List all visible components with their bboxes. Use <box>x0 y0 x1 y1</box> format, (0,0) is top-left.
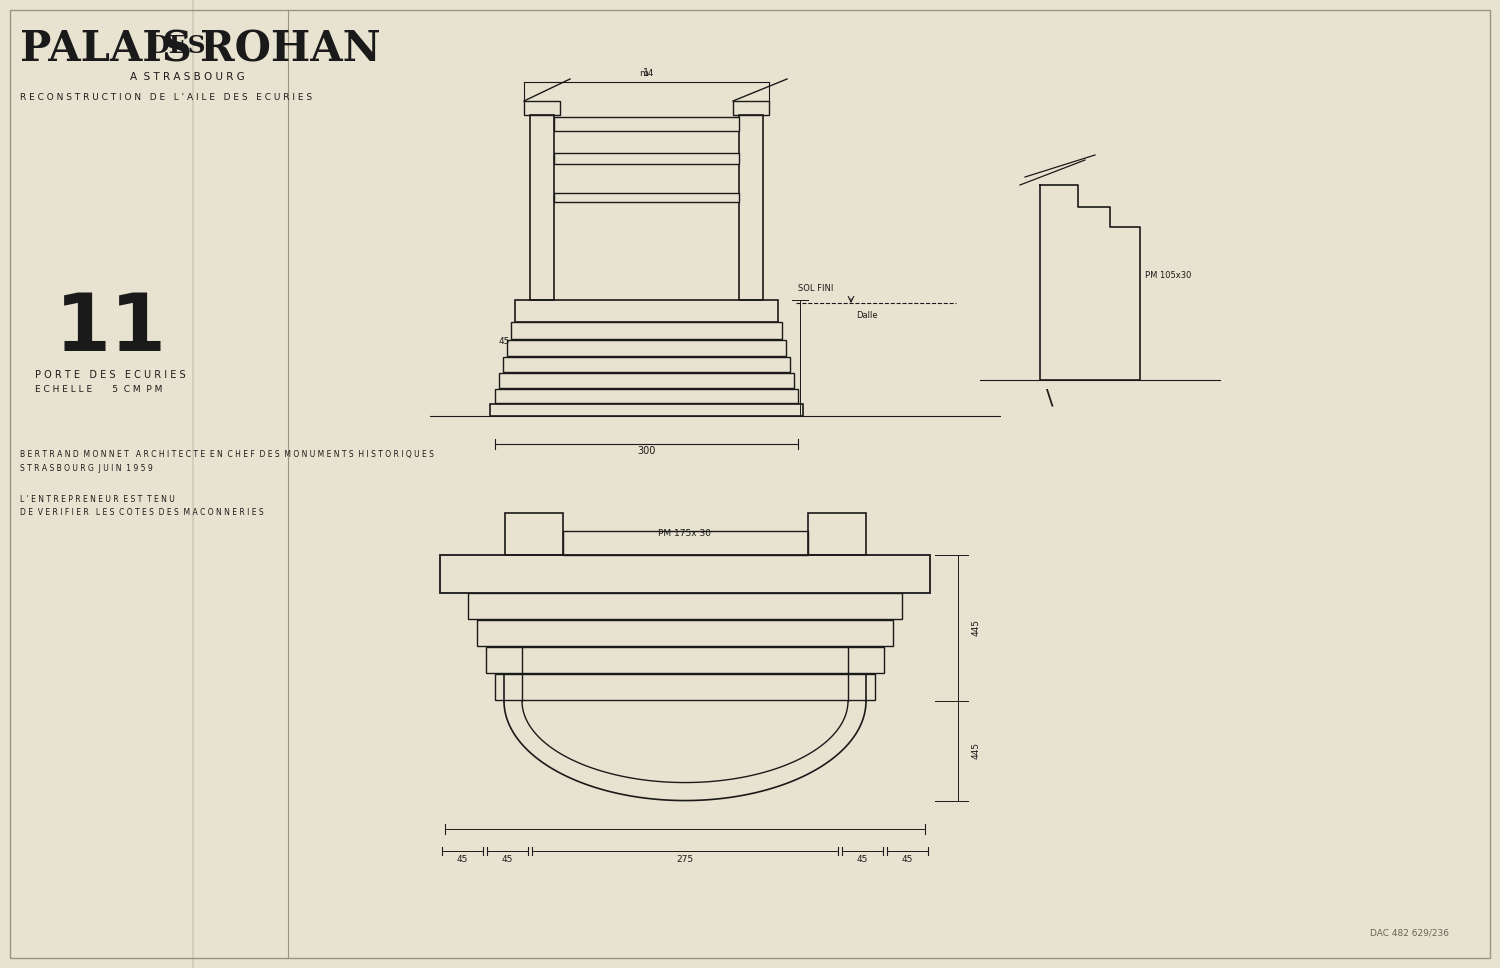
Text: P O R T E   D E S   E C U R I E S: P O R T E D E S E C U R I E S <box>34 370 186 380</box>
Bar <box>503 357 790 372</box>
Bar <box>530 115 554 300</box>
Text: 45: 45 <box>856 855 868 863</box>
Text: 1: 1 <box>644 68 650 78</box>
Bar <box>514 300 778 322</box>
Text: \: \ <box>1047 389 1053 409</box>
Text: A  S T R A S B O U R G: A S T R A S B O U R G <box>130 72 244 82</box>
Bar <box>495 674 874 700</box>
Bar <box>490 404 802 416</box>
Text: S T R A S B O U R G  J U I N  1 9 5 9: S T R A S B O U R G J U I N 1 9 5 9 <box>20 464 153 473</box>
Text: 45: 45 <box>498 338 510 347</box>
Bar <box>740 115 764 300</box>
Bar <box>512 322 782 339</box>
Text: DAC 482 629/236: DAC 482 629/236 <box>1370 928 1449 937</box>
Bar <box>440 555 930 593</box>
Bar <box>507 340 786 356</box>
Bar <box>554 153 740 164</box>
Text: SOL FINI: SOL FINI <box>798 284 834 293</box>
Bar <box>500 373 794 388</box>
Text: Dalle: Dalle <box>856 311 877 320</box>
Text: PM 175x 30: PM 175x 30 <box>658 529 711 538</box>
Bar <box>562 531 807 555</box>
Bar <box>524 101 560 115</box>
Text: D E  V E R I F I E R   L E S  C O T E S  D E S  M A C O N N E R I E S: D E V E R I F I E R L E S C O T E S D E … <box>20 508 264 517</box>
Text: DES: DES <box>148 34 207 58</box>
Text: 275: 275 <box>676 855 693 863</box>
Text: 45: 45 <box>902 855 914 863</box>
Bar <box>554 117 740 131</box>
Text: 45: 45 <box>503 855 513 863</box>
Bar <box>504 513 562 555</box>
Bar <box>477 620 892 646</box>
Text: 445: 445 <box>972 742 981 759</box>
Bar <box>554 193 740 202</box>
Text: E C H E L L E       5  C M  P M: E C H E L L E 5 C M P M <box>34 385 162 394</box>
Text: 445: 445 <box>972 620 981 637</box>
Bar <box>807 513 865 555</box>
Text: 45: 45 <box>458 855 468 863</box>
Text: PM 105x30: PM 105x30 <box>1144 270 1191 280</box>
Bar <box>734 101 770 115</box>
Text: B E R T R A N D  M O N N E T   A R C H I T E C T E  E N  C H E F  D E S  M O N U: B E R T R A N D M O N N E T A R C H I T … <box>20 450 433 459</box>
Text: L ' E N T R E P R E N E U R  E S T  T E N U: L ' E N T R E P R E N E U R E S T T E N … <box>20 495 174 504</box>
Bar <box>495 389 798 403</box>
Text: R E C O N S T R U C T I O N   D E   L ' A I L E   D E S   E C U R I E S: R E C O N S T R U C T I O N D E L ' A I … <box>20 93 312 102</box>
Text: PALAIS: PALAIS <box>20 28 192 70</box>
Text: m4: m4 <box>639 69 654 78</box>
Text: ROHAN: ROHAN <box>200 28 381 70</box>
Bar <box>468 593 902 619</box>
Text: 300: 300 <box>638 446 656 456</box>
Bar <box>486 647 884 673</box>
Text: 11: 11 <box>56 290 166 368</box>
